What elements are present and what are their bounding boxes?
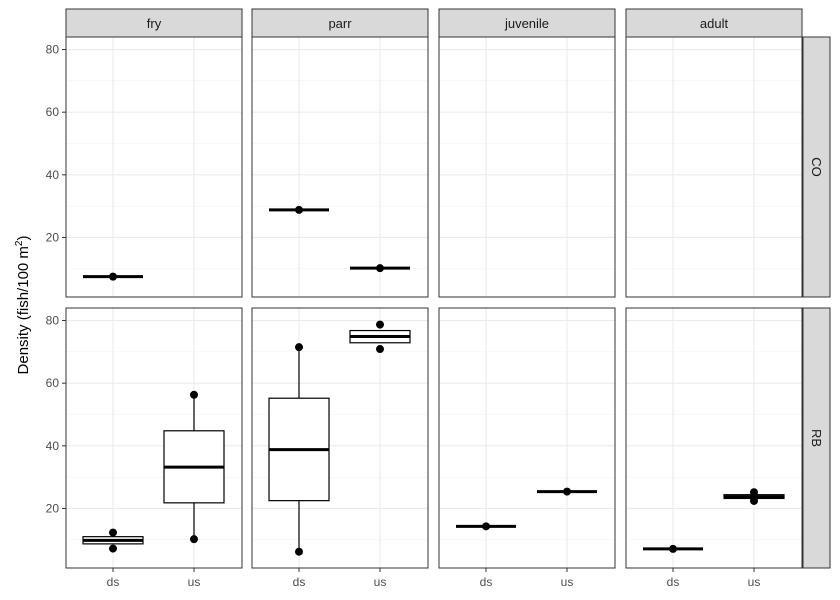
facet-strip-label-CO: CO bbox=[809, 157, 824, 177]
boxplot-CO-parr-ds bbox=[269, 205, 329, 214]
boxplot-RB-adult-us bbox=[723, 488, 785, 505]
data-point bbox=[190, 535, 198, 544]
boxplot-CO-parr-us bbox=[350, 264, 410, 273]
data-point bbox=[669, 544, 677, 553]
x-tick-label: us bbox=[561, 575, 574, 589]
data-point bbox=[295, 343, 303, 352]
panel-border bbox=[251, 307, 429, 569]
y-tick-label: 80 bbox=[46, 43, 60, 57]
data-point bbox=[295, 547, 303, 556]
boxplot-RB-fry-us bbox=[163, 390, 225, 544]
data-point bbox=[376, 320, 384, 329]
data-point bbox=[376, 264, 384, 273]
y-tick-label: 80 bbox=[46, 314, 60, 328]
boxplot-RB-juvenile-us bbox=[537, 487, 597, 496]
facet-strip-label-parr: parr bbox=[328, 16, 352, 31]
data-point bbox=[109, 544, 117, 553]
panel-RB-juvenile bbox=[438, 307, 616, 569]
y-tick-label: 60 bbox=[46, 376, 60, 390]
facet-strip-label-RB: RB bbox=[809, 429, 824, 447]
x-tick-label: us bbox=[748, 575, 761, 589]
facet-strip-parr bbox=[251, 8, 429, 38]
panel-CO-fry bbox=[65, 36, 243, 298]
panel-CO-parr bbox=[251, 36, 429, 298]
panel-border bbox=[625, 36, 803, 298]
x-tick-label: ds bbox=[107, 575, 120, 589]
data-point bbox=[295, 205, 303, 214]
panel-border bbox=[625, 307, 803, 569]
panel-border bbox=[438, 36, 616, 298]
data-point bbox=[109, 272, 117, 281]
boxplot-RB-fry-ds bbox=[82, 528, 144, 553]
x-tick-label: ds bbox=[480, 575, 493, 589]
facet-strip-juvenile bbox=[438, 8, 616, 38]
boxplot-RB-juvenile-ds bbox=[456, 522, 516, 531]
panel-CO-juvenile bbox=[438, 36, 616, 298]
data-point bbox=[190, 390, 198, 399]
y-tick-label: 40 bbox=[46, 439, 60, 453]
y-tick-label: 20 bbox=[46, 501, 60, 515]
x-tick-label: ds bbox=[667, 575, 680, 589]
panel-RB-adult bbox=[625, 307, 803, 569]
data-point bbox=[750, 496, 758, 505]
y-tick-label: 40 bbox=[46, 168, 60, 182]
facet-strip-label-adult: adult bbox=[700, 16, 729, 31]
data-point bbox=[750, 488, 758, 497]
data-point bbox=[376, 345, 384, 354]
boxplot-CO-fry-ds bbox=[83, 272, 143, 281]
panel-border bbox=[251, 36, 429, 298]
panel-border bbox=[65, 36, 243, 298]
data-point bbox=[563, 487, 571, 496]
y-axis-title-superscript: 2 bbox=[14, 240, 25, 246]
y-tick-label: 60 bbox=[46, 105, 60, 119]
boxplot-RB-adult-ds bbox=[643, 544, 703, 553]
x-tick-label: ds bbox=[293, 575, 306, 589]
facet-strip-label-juvenile: juvenile bbox=[504, 16, 549, 31]
facet-strip-label-fry: fry bbox=[147, 16, 162, 31]
boxplot-RB-parr-ds bbox=[268, 343, 330, 556]
panel-CO-adult bbox=[625, 36, 803, 298]
facet-panels: fry parr juvenile adult CO RB 20 40 60 80 20 40 60 80… bbox=[46, 8, 831, 589]
boxplot-RB-parr-us bbox=[349, 320, 411, 354]
panel-border bbox=[438, 307, 616, 569]
data-point bbox=[109, 528, 117, 537]
facet-strip-CO bbox=[802, 36, 831, 298]
panel-border bbox=[65, 307, 243, 569]
y-axis-title-close: ) bbox=[15, 236, 32, 241]
y-axis-title: Density (fish/100 m2) bbox=[14, 236, 32, 375]
y-axis-title-main: Density (fish/100 m bbox=[15, 246, 32, 374]
facet-strip-RB bbox=[802, 307, 831, 569]
x-tick-label: us bbox=[188, 575, 201, 589]
x-tick-label: us bbox=[374, 575, 387, 589]
data-point bbox=[482, 522, 490, 531]
y-tick-label: 20 bbox=[46, 230, 60, 244]
